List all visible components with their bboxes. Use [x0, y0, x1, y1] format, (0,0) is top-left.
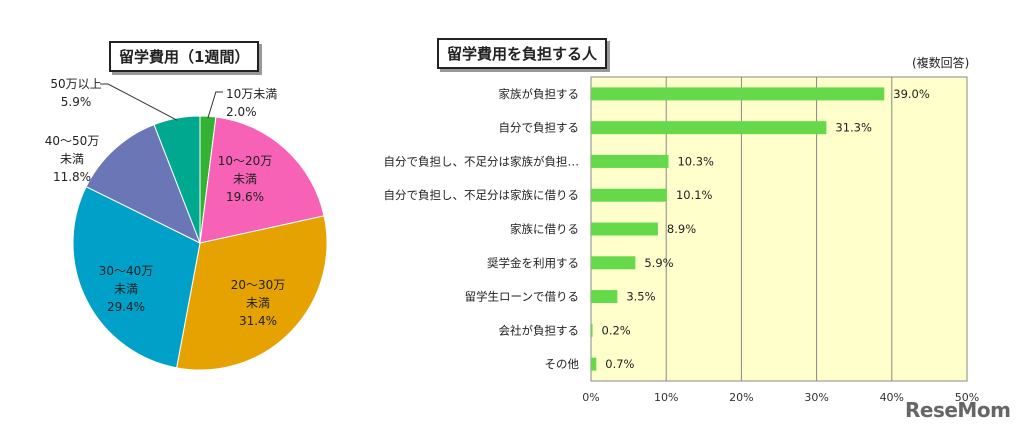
pie-category-label: 50万以上 [50, 77, 101, 91]
pie-value-label: 2.0% [226, 105, 257, 119]
pie-slice [72, 185, 201, 369]
pie-category-label: 30～40万 [99, 264, 154, 278]
bar-value-label: 0.2% [602, 323, 631, 337]
pie-leader-line [207, 91, 223, 119]
pie-category-label: 未満 [246, 296, 270, 310]
bar-value-label: 5.9% [644, 256, 673, 270]
bar-value-label: 39.0% [893, 87, 930, 101]
category-label: 自分で負担し、不足分は家族が負担… [384, 154, 580, 168]
pie-category-label: 未満 [233, 172, 257, 186]
pie-category-label: 10～20万 [218, 154, 273, 168]
bar-value-label: 10.1% [676, 188, 713, 202]
category-label: 留学生ローンで借りる [465, 290, 579, 304]
bar-value-label: 10.3% [677, 154, 714, 168]
x-tick-label: 40% [880, 391, 904, 404]
bar-value-label: 0.7% [605, 357, 634, 371]
bar-chart: 0% 10% 20% 30% 40% 50% 家族が負担する 39.0% 自分で負担する 31.3… [384, 76, 979, 404]
bar [591, 188, 667, 202]
bar-chart-title: 留学費用を負担する人 [437, 38, 608, 69]
bar [591, 290, 618, 304]
pie-value-label: 29.4% [107, 300, 145, 314]
bar [591, 256, 636, 270]
pie-slice [176, 215, 328, 371]
pie-value-label: 31.4% [239, 314, 277, 328]
pie-slice [85, 123, 201, 245]
pie-value-label: 11.8% [53, 170, 91, 184]
pie-category-label: 40～50万 [45, 134, 100, 148]
category-label: 会社が負担する [499, 323, 580, 337]
bar [591, 87, 885, 101]
pie-value-label: 19.6% [226, 190, 264, 204]
pie-category-label: 20～30万 [231, 278, 286, 292]
resemom-logo: ReseMom [905, 398, 1011, 422]
bar-value-label: 3.5% [626, 290, 655, 304]
category-label: 家族に借りる [510, 222, 579, 236]
x-tick-label: 30% [804, 391, 828, 404]
category-label: 奨学金を利用する [487, 256, 579, 270]
bar [591, 357, 597, 371]
pie-value-label: 5.9% [61, 95, 92, 109]
pie-category-label: 未満 [60, 152, 84, 166]
pie-leader-line [100, 83, 178, 121]
x-tick-label: 50% [955, 391, 979, 404]
pie-chart-title: 留学費用（1週間） [109, 41, 260, 72]
multiple-answer-note: (複数回答) [912, 56, 970, 70]
pie-chart: 10万未満2.0%10～20万未満19.6%20～30万未満31.4%30～40… [45, 77, 328, 371]
category-label: 家族が負担する [499, 87, 580, 101]
x-tick-label: 10% [654, 391, 678, 404]
bar-value-label: 8.9% [667, 222, 696, 236]
category-label: 自分で負担し、不足分は家族に借りる [384, 188, 580, 202]
pie-category-label: 10万未満 [226, 87, 277, 101]
bar [591, 222, 658, 236]
bar-value-label: 31.3% [835, 121, 872, 135]
pie-slice-label: 50万以上 5.9% [50, 77, 101, 109]
pie-slice [199, 116, 325, 244]
category-label: その他 [545, 357, 580, 371]
category-label: 自分で負担する [499, 121, 580, 135]
x-tick-label: 0% [582, 391, 599, 404]
pie-slice-label: 10万未満 2.0% [226, 87, 277, 119]
pie-category-label: 未満 [114, 282, 138, 296]
pie-slice [153, 115, 201, 244]
bar [591, 154, 669, 168]
bar [591, 121, 827, 135]
x-tick-label: 20% [729, 391, 753, 404]
bar [591, 323, 593, 337]
